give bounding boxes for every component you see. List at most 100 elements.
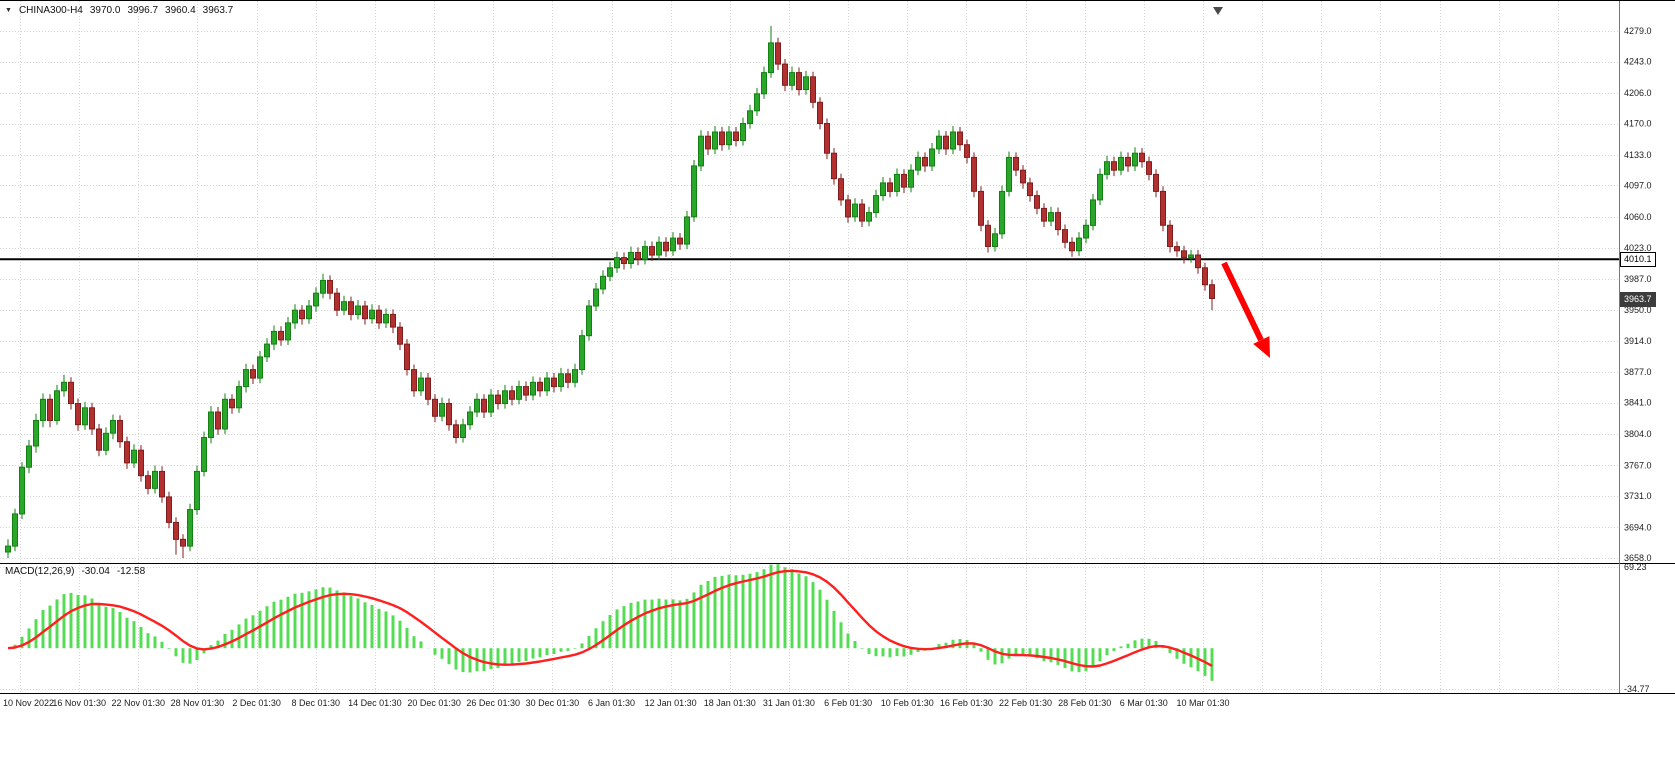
time-axis-label: 16 Feb 01:30 <box>940 698 993 708</box>
quote-close: 3963.7 <box>202 5 234 16</box>
bear-candle <box>96 428 102 451</box>
bear-candle <box>1125 156 1131 167</box>
bear-candle <box>299 309 305 320</box>
bull-candle <box>908 169 914 188</box>
bear-candle <box>159 470 165 498</box>
price-axis[interactable] <box>1620 1 1675 693</box>
bear-candle <box>971 156 977 192</box>
bear-candle <box>1160 190 1166 226</box>
bull-candle <box>929 148 935 167</box>
axis-labels: 4279.0 4243.0 4206.0 4170.0 4133.0 4097.0 4060… <box>3 26 1652 708</box>
bear-candle <box>705 135 711 150</box>
bull-candle <box>152 470 158 489</box>
bear-candle <box>1209 284 1215 300</box>
quote-high: 3996.7 <box>127 5 159 16</box>
bull-candle <box>572 369 578 383</box>
bear-candle <box>649 246 655 256</box>
bull-candle <box>474 398 480 413</box>
macd-signal-value: -12.58 <box>116 566 146 577</box>
bull-candle <box>460 424 466 438</box>
price-axis-label: 4243.0 <box>1624 57 1652 67</box>
bear-candle <box>943 135 949 150</box>
bull-candle <box>243 369 249 388</box>
time-axis[interactable] <box>0 694 1675 714</box>
macd-indicator-label: MACD(12,26,9) -30.04 -12.58 <box>5 566 145 577</box>
price-axis-label: 3731.0 <box>1624 491 1652 501</box>
bear-candle <box>75 403 81 426</box>
bear-candle <box>838 178 844 201</box>
bull-candle <box>1188 254 1194 258</box>
bull-candle <box>530 381 536 396</box>
bull-candle <box>880 182 886 197</box>
bull-candle <box>201 437 207 472</box>
bull-candle <box>61 381 67 392</box>
bull-candle <box>110 420 116 434</box>
bull-candle <box>712 131 718 150</box>
time-axis-label: 28 Feb 01:30 <box>1058 698 1111 708</box>
macd-histogram <box>13 564 1214 681</box>
price-axis-label: 3804.0 <box>1624 429 1652 439</box>
bear-candle <box>922 156 928 167</box>
price-axis-label: 4060.0 <box>1624 212 1652 222</box>
bull-candle <box>544 377 550 392</box>
price-axis-label: 3767.0 <box>1624 461 1652 471</box>
bull-candle <box>747 110 753 125</box>
chart-shift-marker-icon[interactable] <box>1213 7 1223 15</box>
bull-candle <box>670 237 676 252</box>
bull-candle <box>950 131 956 150</box>
bull-candle <box>642 246 648 260</box>
bull-candle <box>131 449 137 464</box>
grid-layer <box>0 1 1619 693</box>
time-axis-label: 8 Dec 01:30 <box>292 698 341 708</box>
quote-low: 3960.4 <box>165 5 196 16</box>
bear-candle <box>481 398 487 413</box>
bull-candle <box>754 93 760 112</box>
bull-candle <box>1006 156 1012 192</box>
bear-candle <box>523 386 529 396</box>
down-arrow-annotation[interactable] <box>1221 261 1270 358</box>
bull-candle <box>593 288 599 307</box>
bull-candle <box>691 165 697 218</box>
time-axis-label: 22 Feb 01:30 <box>999 698 1052 708</box>
bull-candle <box>369 309 375 320</box>
bear-candle <box>47 398 53 421</box>
bear-candle <box>145 475 151 489</box>
bull-candle <box>19 466 25 515</box>
time-axis-label: 6 Mar 01:30 <box>1120 698 1168 708</box>
bull-candle <box>103 432 109 451</box>
price-axis-label: 3658.0 <box>1624 553 1652 563</box>
bear-candle <box>173 521 179 540</box>
bear-candle <box>278 330 284 341</box>
bear-candle <box>89 407 95 430</box>
price-axis-label: 3987.0 <box>1624 274 1652 284</box>
bull-candle <box>1076 237 1082 252</box>
bear-candle <box>887 182 893 192</box>
arrowhead-icon <box>1253 336 1270 358</box>
bull-candle <box>558 373 564 387</box>
bear-candle <box>1139 152 1145 163</box>
time-axis-label: 26 Dec 01:30 <box>466 698 520 708</box>
bull-candle <box>1048 212 1054 222</box>
time-axis-label: 6 Jan 01:30 <box>588 698 635 708</box>
bull-candle <box>26 445 32 468</box>
bull-candle <box>1118 156 1124 171</box>
one-click-trading-toggle-icon[interactable]: ▼ <box>5 6 12 14</box>
bear-candle <box>1027 182 1033 197</box>
time-axis-label: 20 Dec 01:30 <box>407 698 461 708</box>
bear-candle <box>824 123 830 154</box>
time-axis-label: 2 Dec 01:30 <box>232 698 281 708</box>
bull-candle <box>614 257 620 269</box>
bear-candle <box>1055 212 1061 231</box>
bear-candle <box>446 403 452 426</box>
bull-candle <box>285 322 291 341</box>
bear-candle <box>733 131 739 141</box>
bear-candle <box>1111 161 1117 171</box>
bear-candle <box>831 152 837 180</box>
bear-candle <box>537 381 543 392</box>
bear-candle <box>495 394 501 405</box>
bear-candle <box>397 326 403 345</box>
time-axis-label: 14 Dec 01:30 <box>348 698 402 708</box>
bull-candle <box>355 305 361 315</box>
bull-candle <box>1090 199 1096 226</box>
